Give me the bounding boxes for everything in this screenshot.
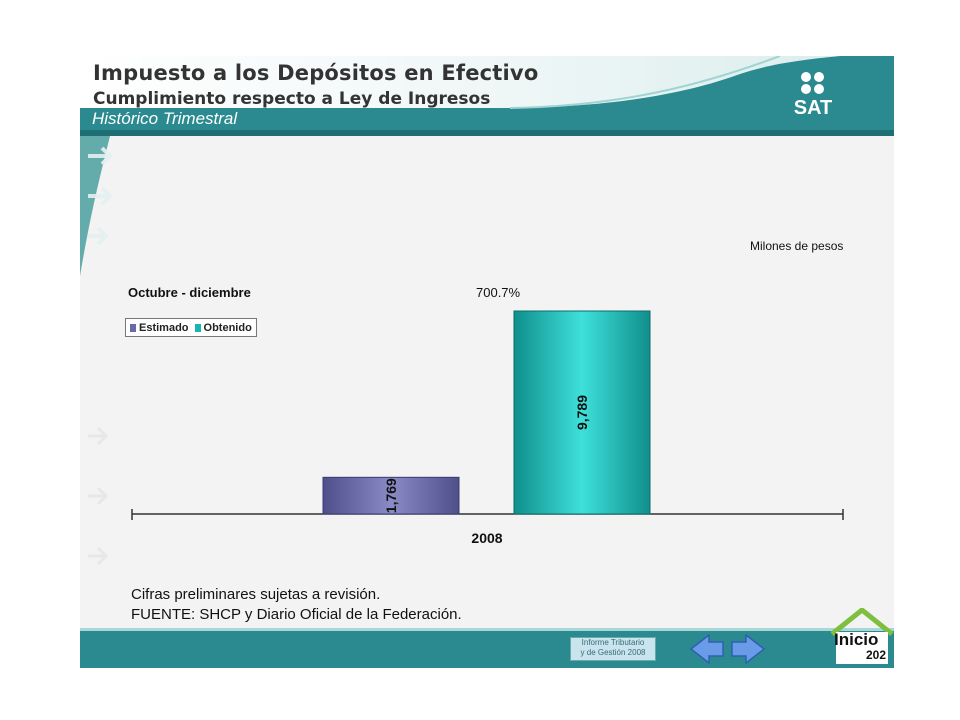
- footnote-source: FUENTE: SHCP y Diario Oficial de la Fede…: [131, 606, 462, 623]
- legend-item-estimado: Estimado: [130, 322, 189, 334]
- data-label-estimado: 1,769: [383, 478, 399, 513]
- report-badge: Informe Tributario y de Gestión 2008: [570, 637, 656, 661]
- slide: Impuesto a los Depósitos en Efectivo Cum…: [80, 56, 894, 668]
- home-icon[interactable]: [830, 608, 894, 666]
- period-label: Octubre - diciembre: [128, 285, 251, 300]
- chart-legend: Estimado Obtenido: [125, 318, 257, 337]
- x-tick-label-2008: 2008: [471, 530, 502, 546]
- legend-label-obtenido: Obtenido: [203, 321, 252, 334]
- section-title: Histórico Trimestral: [92, 109, 238, 128]
- page-number: 202: [866, 648, 887, 662]
- legend-label-estimado: Estimado: [139, 321, 189, 334]
- decor-arrows: [80, 136, 113, 566]
- legend-item-obtenido: Obtenido: [194, 321, 252, 334]
- footnote-preliminary: Cifras preliminares sujetas a revisión.: [131, 586, 381, 603]
- units-note: Milones de pesos: [750, 239, 844, 253]
- compliance-percent: 700.7%: [476, 285, 521, 300]
- home-label[interactable]: Inicio: [834, 630, 879, 649]
- page-subtitle: Cumplimiento respecto a Ley de Ingresos: [93, 89, 491, 109]
- report-badge-line1: Informe Tributario: [581, 638, 645, 647]
- svg-text:SAT: SAT: [794, 97, 833, 119]
- bar-chart: 1,769 9,789 2008: [131, 310, 844, 546]
- page-title: Impuesto a los Depósitos en Efectivo: [93, 61, 539, 85]
- header-banner: [80, 56, 894, 136]
- sat-logo: SAT: [794, 72, 833, 119]
- arrow-left-icon[interactable]: [689, 634, 725, 664]
- data-label-obtenido: 9,789: [574, 395, 590, 430]
- bar-obtenido: [513, 310, 651, 515]
- bar-estimado: [322, 476, 460, 515]
- report-badge-line2: y de Gestión 2008: [580, 648, 646, 657]
- footer-bar: [80, 628, 894, 668]
- arrow-right-icon[interactable]: [730, 634, 766, 664]
